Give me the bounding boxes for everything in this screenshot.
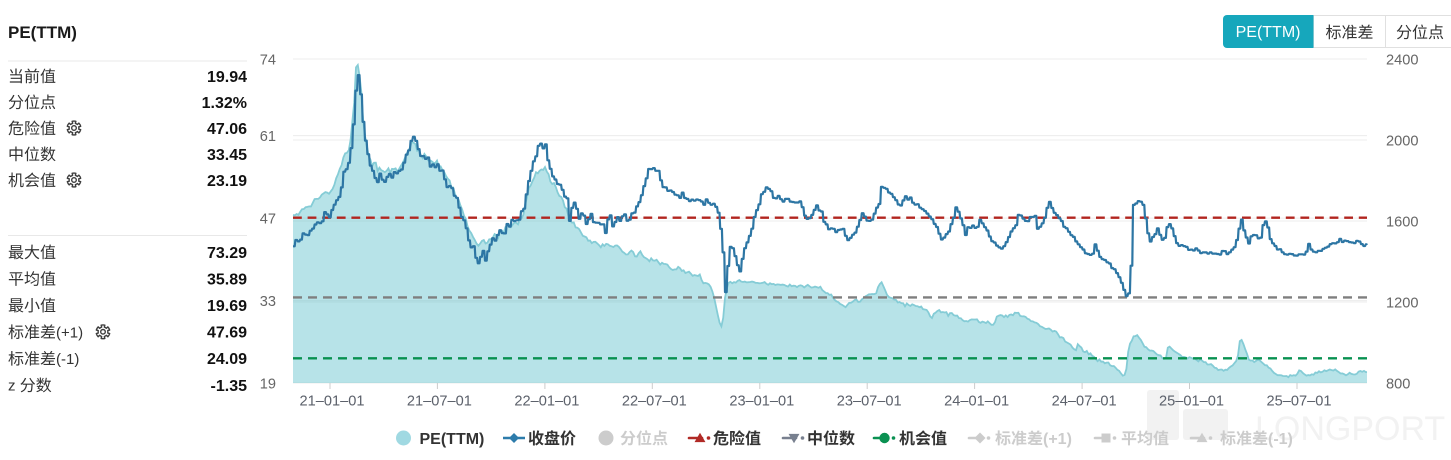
svg-text:22–01–01: 22–01–01: [514, 394, 579, 410]
svg-text:33.45: 33.45: [207, 147, 247, 164]
svg-text:1200: 1200: [1386, 296, 1418, 312]
svg-text:21–07–01: 21–07–01: [407, 394, 472, 410]
svg-text:(-1): (-1): [56, 351, 79, 368]
svg-text:21–01–01: 21–01–01: [300, 394, 365, 410]
svg-text:23–01–01: 23–01–01: [729, 394, 794, 410]
svg-text:33: 33: [260, 294, 276, 310]
svg-text:61: 61: [260, 129, 276, 145]
svg-text:47: 47: [260, 212, 276, 228]
svg-text:(+1): (+1): [56, 324, 83, 341]
svg-text:74: 74: [260, 53, 276, 69]
svg-text:22–07–01: 22–07–01: [622, 394, 687, 410]
svg-text:25–07–01: 25–07–01: [1267, 394, 1332, 410]
svg-text:1.32%: 1.32%: [202, 95, 247, 112]
svg-text:73.29: 73.29: [207, 245, 247, 262]
svg-text:(+1): (+1): [1043, 431, 1072, 448]
svg-text:24.09: 24.09: [207, 351, 247, 368]
svg-text:19.94: 19.94: [207, 69, 247, 86]
svg-text:19.69: 19.69: [207, 298, 247, 315]
svg-text:z: z: [8, 378, 16, 395]
svg-text:-1.35: -1.35: [211, 378, 248, 395]
svg-text:1600: 1600: [1386, 215, 1418, 231]
svg-text:(-1): (-1): [1268, 431, 1293, 448]
svg-text:800: 800: [1386, 377, 1410, 393]
svg-text:PE(TTM): PE(TTM): [8, 23, 77, 42]
svg-text:24–01–01: 24–01–01: [944, 394, 1009, 410]
svg-text:25–01–01: 25–01–01: [1159, 394, 1224, 410]
svg-text:24–07–01: 24–07–01: [1052, 394, 1117, 410]
svg-text:23–07–01: 23–07–01: [837, 394, 902, 410]
svg-text:19: 19: [260, 377, 276, 393]
svg-text:47.06: 47.06: [207, 121, 247, 138]
svg-text:2400: 2400: [1386, 53, 1418, 69]
svg-text:35.89: 35.89: [207, 271, 247, 288]
svg-text:47.69: 47.69: [207, 325, 247, 342]
svg-text:23.19: 23.19: [207, 173, 247, 190]
svg-text:PE(TTM): PE(TTM): [1236, 24, 1301, 41]
svg-text:2000: 2000: [1386, 134, 1418, 150]
svg-text:LONGPORT: LONGPORT: [1255, 410, 1445, 448]
svg-text:PE(TTM): PE(TTM): [420, 431, 485, 448]
